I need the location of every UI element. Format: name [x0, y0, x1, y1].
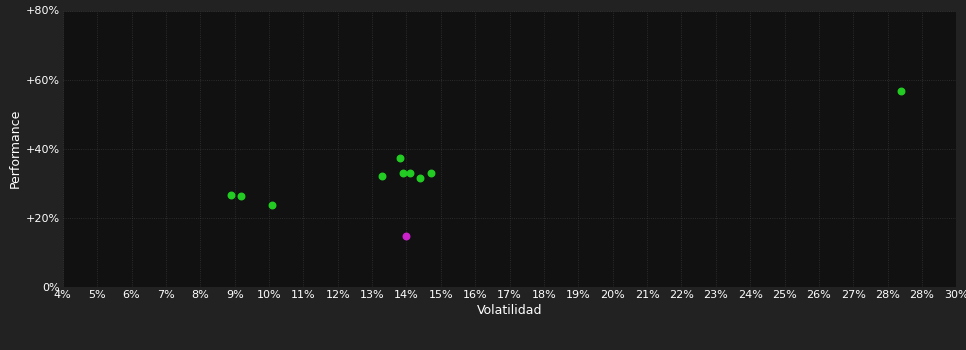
- Point: [234, 194, 249, 199]
- Point: [399, 233, 414, 239]
- Y-axis label: Performance: Performance: [9, 109, 21, 188]
- X-axis label: Volatilidad: Volatilidad: [477, 304, 542, 317]
- Point: [392, 155, 408, 161]
- Point: [412, 175, 428, 181]
- Point: [894, 88, 909, 93]
- Point: [395, 170, 411, 176]
- Point: [223, 193, 239, 198]
- Point: [265, 202, 280, 208]
- Point: [375, 174, 390, 179]
- Point: [402, 170, 417, 176]
- Point: [423, 170, 439, 176]
